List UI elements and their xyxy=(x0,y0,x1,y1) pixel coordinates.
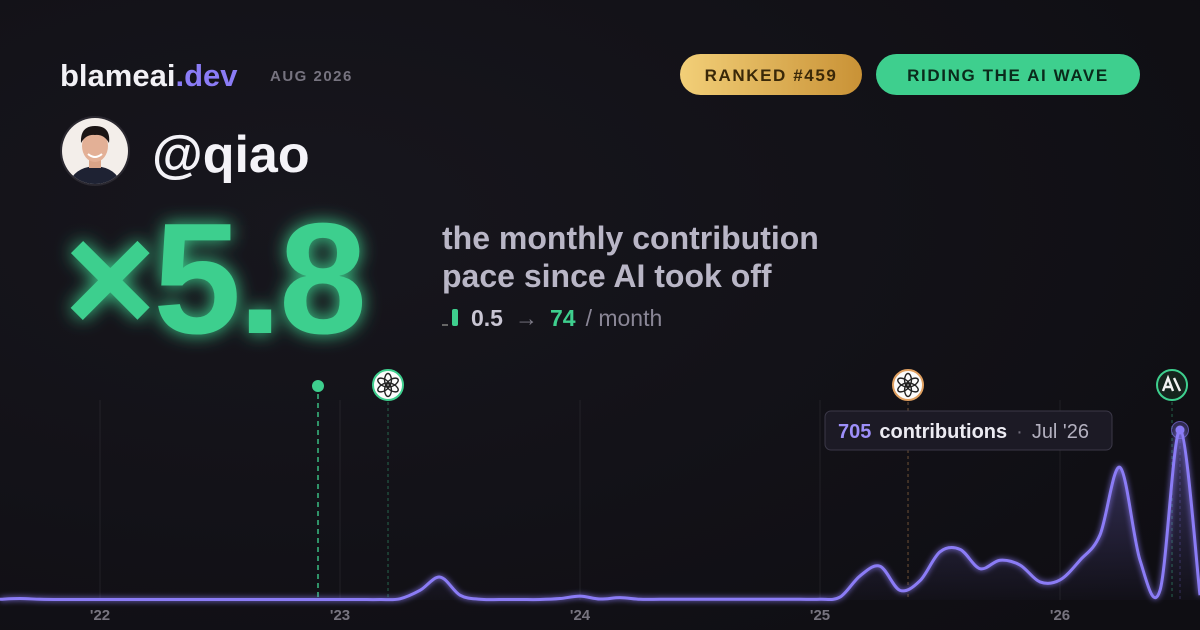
x-tick-label: '24 xyxy=(570,607,591,624)
x-tick-label: '25 xyxy=(810,607,830,624)
caption-line: the monthly contribution xyxy=(442,220,819,256)
handle: @qiao xyxy=(152,126,310,184)
brand: blameai.dev xyxy=(60,58,238,93)
pace-unit: / month xyxy=(586,305,663,331)
wave-badge-text: RIDING THE AI WAVE xyxy=(907,66,1109,85)
event-dot xyxy=(312,380,324,392)
event-icon xyxy=(1156,369,1189,401)
pace-before: 0.5 xyxy=(471,305,503,331)
tooltip-label: contributions xyxy=(879,421,1007,443)
event-icon xyxy=(372,369,405,401)
tooltip-date: Jul '26 xyxy=(1032,421,1089,443)
pace-icon xyxy=(442,309,458,326)
x-tick-label: '22 xyxy=(90,607,110,624)
tooltip-separator: · xyxy=(1016,421,1023,443)
x-tick-label: '26 xyxy=(1050,607,1070,624)
rank-badge-text: RANKED #459 xyxy=(705,66,838,85)
openai-petal xyxy=(897,377,911,388)
event-marker xyxy=(312,380,324,600)
brand-name: blameai xyxy=(60,58,175,93)
pace-arrow: → xyxy=(515,305,538,331)
openai-petal xyxy=(377,377,391,388)
pace: 0.5 → 74 / month xyxy=(471,305,662,331)
caption-line: pace since AI took off xyxy=(442,258,772,294)
line xyxy=(0,428,1200,602)
event-marker xyxy=(372,369,405,600)
peak-point xyxy=(1175,425,1185,435)
wave-badge xyxy=(876,54,1140,95)
tooltip-value: 705 xyxy=(838,421,871,443)
avatar xyxy=(60,116,130,186)
tooltip-box xyxy=(824,410,1113,451)
pace-after: 74 xyxy=(550,305,576,331)
x-tick-label: '23 xyxy=(330,607,350,624)
event-icon xyxy=(892,369,925,401)
tooltip-text: 705 contributions · Jul '26 xyxy=(838,421,1089,443)
tooltip: 705 contributions · Jul '26 xyxy=(824,410,1113,451)
chart: '22 '23 '24 '25 '26 xyxy=(0,369,1200,624)
anthropic-glyph xyxy=(1161,374,1182,392)
brand-tld: .dev xyxy=(175,58,238,93)
rank-badge xyxy=(680,54,862,95)
period: AUG 2026 xyxy=(270,68,353,85)
area-fill xyxy=(0,429,1200,600)
multiplier: ×5.8 xyxy=(64,191,364,367)
